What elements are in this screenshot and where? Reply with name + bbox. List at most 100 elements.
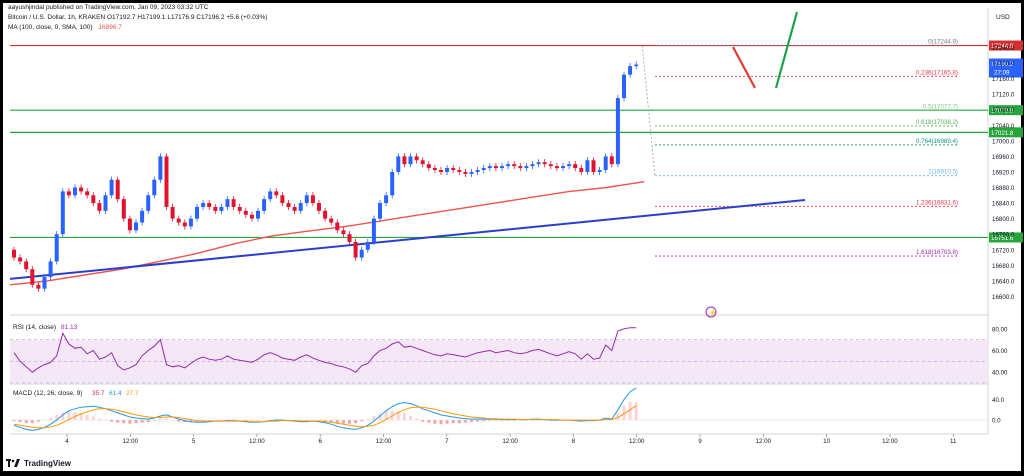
candle-body: [378, 203, 382, 219]
ma-100-line: [9, 181, 645, 286]
macd-histogram-bar: [262, 420, 266, 421]
macd-histogram-bar: [122, 420, 126, 424]
time-axis-tick: 12:00: [123, 438, 139, 445]
candle-body: [457, 170, 462, 172]
rsi-line: [13, 327, 637, 373]
macd-histogram-bar: [439, 420, 443, 425]
macd-histogram-bar: [268, 419, 272, 421]
macd-histogram-bar: [55, 414, 59, 421]
fib-level-label: 0(17244.9): [928, 39, 958, 46]
price-axis-tick: 17160.0: [992, 76, 1015, 83]
price-axis-tick: 16640.0: [992, 278, 1015, 285]
price-axis-tick: 17040.0: [992, 123, 1015, 130]
fib-level-label: 1(16910.5): [928, 169, 958, 176]
candle-body: [573, 164, 578, 169]
symbol-ohlc-line: Bitcoin / U.S. Dollar, 1h, KRAKEN O17192…: [8, 14, 268, 21]
candle-body: [243, 210, 248, 215]
macd-histogram-bar: [177, 420, 181, 422]
candle-body: [500, 166, 504, 169]
macd-histogram-bar: [238, 420, 242, 421]
candle-body: [359, 249, 364, 258]
candle-body: [48, 261, 53, 277]
macd-histogram-bar: [305, 420, 309, 421]
time-axis-tick: 10: [823, 438, 830, 445]
candle-body: [182, 222, 187, 227]
macd-histogram-bar: [427, 420, 431, 423]
alert-marker-icon: [705, 306, 717, 318]
candle-body: [36, 284, 41, 289]
candle-body: [115, 179, 120, 200]
level-price-badge: [989, 105, 1023, 116]
time-axis-tick: 12:00: [756, 438, 772, 445]
macd-histogram-bar: [171, 420, 175, 421]
macd-histogram-bar: [543, 420, 547, 421]
macd-histogram-bar: [24, 420, 28, 424]
fib-trend-line: [641, 45, 656, 176]
time-axis-tick: 4: [65, 438, 69, 445]
candle-body: [60, 191, 65, 235]
candle-body: [158, 156, 163, 180]
candle-body: [304, 195, 309, 204]
macd-histogram-bar: [348, 420, 351, 424]
fib-level-label: 0.764(16989.4): [916, 138, 958, 145]
candle-body: [439, 170, 443, 172]
candle-body: [371, 218, 376, 242]
macd-histogram-bar: [189, 420, 193, 423]
macd-histogram-bar: [30, 420, 34, 424]
macd-histogram-bar: [421, 420, 425, 422]
candle-body: [146, 195, 151, 211]
candle-body: [317, 203, 321, 211]
macd-histogram-bar: [634, 402, 638, 421]
candle-body: [268, 191, 273, 200]
candle-body: [615, 98, 620, 165]
candle-body: [579, 168, 584, 172]
candle-body: [127, 218, 132, 231]
macd-histogram-bar: [213, 420, 217, 421]
macd-histogram-bar: [402, 412, 406, 421]
time-axis-tick: 12:00: [502, 438, 518, 445]
price-axis-tick: 16760.0: [992, 232, 1015, 239]
rsi-title: RSI (14, close): [13, 324, 56, 331]
candle-body: [73, 187, 77, 196]
macd-histogram-bar: [85, 414, 89, 421]
macd-histogram-bar: [470, 420, 473, 423]
candle-body: [628, 66, 633, 75]
time-axis-tick: 5: [192, 438, 196, 445]
macd-histogram-bar: [451, 420, 455, 424]
macd-histogram-bar: [524, 420, 528, 421]
macd-histogram-bar: [457, 420, 461, 424]
time-axis-tick: 12:00: [882, 438, 898, 445]
macd-histogram-bar: [518, 420, 522, 421]
candle-body: [530, 164, 535, 167]
price-axis-tick: 16680.0: [992, 263, 1015, 270]
macd-histogram-bar: [396, 411, 400, 421]
price-axis-tick: 16960.0: [992, 154, 1015, 161]
candle-body: [634, 64, 639, 67]
rsi-axis-tick: 80.00: [992, 326, 1008, 333]
candle-body: [18, 257, 23, 262]
candle-body: [597, 170, 602, 172]
candle-body: [176, 218, 181, 223]
candle-body: [103, 195, 108, 211]
time-axis-tick: 12:00: [629, 438, 645, 445]
candle-body: [524, 166, 529, 169]
macd-histogram-bar: [360, 420, 364, 422]
macd-histogram-bar: [500, 420, 504, 421]
macd-histogram-bar: [158, 418, 162, 421]
macd-signal-line: [13, 405, 637, 429]
candle-body: [481, 168, 486, 170]
price-axis-tick: 16840.0: [992, 201, 1015, 208]
lightning-icon: ⚡: [709, 308, 718, 317]
currency-label: USD: [996, 14, 1010, 21]
rsi-last-value: 81.13: [61, 324, 78, 331]
macd-legend-value: 61.4: [109, 390, 122, 397]
candle-body: [512, 164, 517, 167]
candle-body: [24, 261, 29, 270]
macd-histogram-bar: [409, 415, 412, 421]
last-price-badge: [989, 58, 1023, 78]
candle-body: [237, 206, 242, 211]
macd-axis-tick: 0.0: [992, 418, 1001, 425]
macd-axis-tick: 40.0: [992, 397, 1005, 404]
candle-body: [219, 206, 224, 211]
candle-body: [445, 168, 450, 172]
